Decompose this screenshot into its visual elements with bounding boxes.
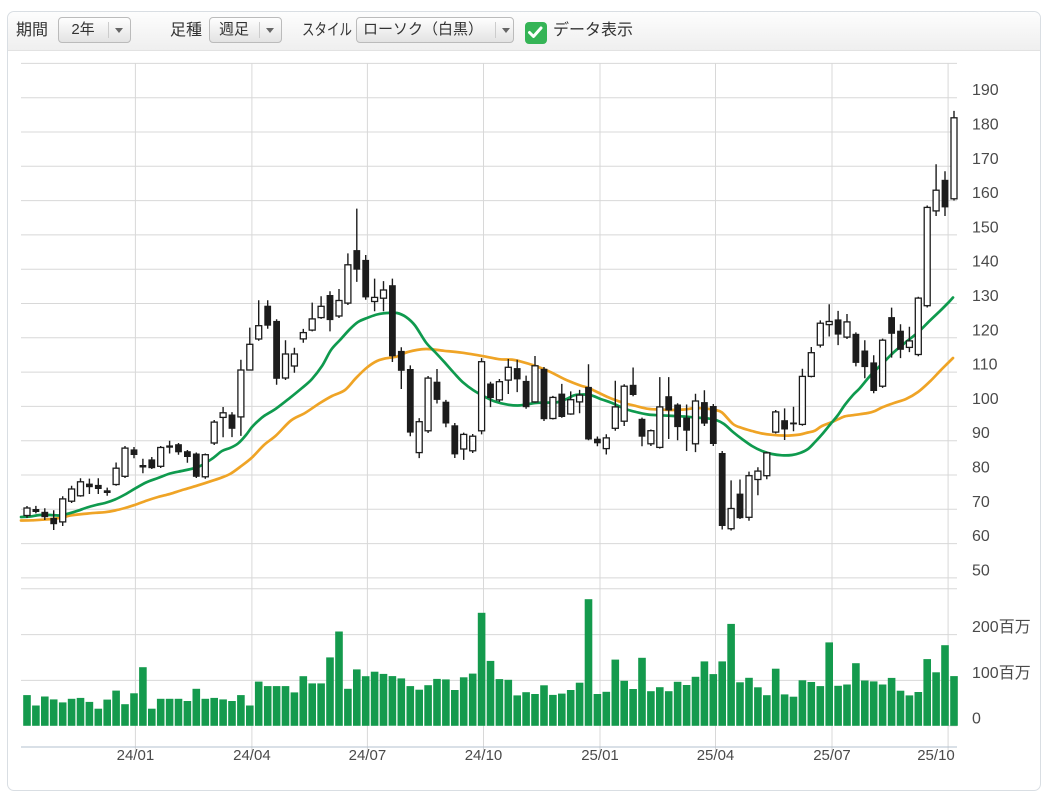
svg-text:120: 120 xyxy=(972,322,999,339)
svg-text:24/10: 24/10 xyxy=(465,747,503,764)
svg-text:24/07: 24/07 xyxy=(349,747,387,764)
svg-text:130: 130 xyxy=(972,288,999,305)
svg-text:100: 100 xyxy=(972,391,999,408)
svg-text:140: 140 xyxy=(972,254,999,271)
svg-text:190: 190 xyxy=(972,82,999,99)
svg-text:25/10: 25/10 xyxy=(917,747,955,764)
svg-text:110: 110 xyxy=(972,357,998,374)
svg-text:160: 160 xyxy=(972,185,999,202)
svg-text:50: 50 xyxy=(972,562,990,579)
svg-text:180: 180 xyxy=(972,117,999,134)
svg-text:70: 70 xyxy=(972,494,990,511)
svg-text:24/01: 24/01 xyxy=(117,747,155,764)
svg-text:200百万: 200百万 xyxy=(972,619,1031,636)
svg-text:25/07: 25/07 xyxy=(813,747,851,764)
svg-text:0: 0 xyxy=(972,710,981,727)
svg-text:60: 60 xyxy=(972,528,990,545)
svg-text:80: 80 xyxy=(972,460,990,477)
svg-text:170: 170 xyxy=(972,151,999,168)
svg-text:25/04: 25/04 xyxy=(697,747,735,764)
svg-text:150: 150 xyxy=(972,219,999,236)
svg-text:25/01: 25/01 xyxy=(581,747,619,764)
svg-text:24/04: 24/04 xyxy=(233,747,271,764)
svg-text:100百万: 100百万 xyxy=(972,665,1031,682)
svg-text:90: 90 xyxy=(972,425,990,442)
